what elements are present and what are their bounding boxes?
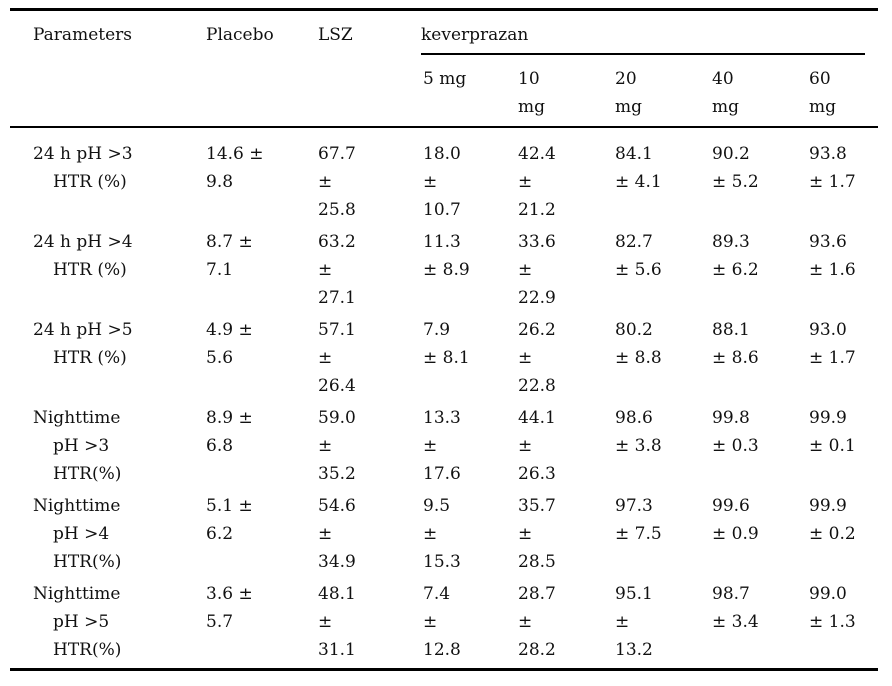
- data-cell-lsz: 59.0 ± 35.2: [318, 408, 356, 484]
- data-cell-40mg: 88.1 ± 8.6: [712, 320, 759, 368]
- param-cell: 24 h pH >5 HTR (%): [33, 320, 133, 368]
- col-header-dose-5mg: 5 mg: [423, 69, 467, 89]
- table-row: Nighttime pH >5 HTR(%) 3.6 ± 5.7 48.1 ± …: [10, 580, 878, 670]
- data-cell-10mg: 26.2 ± 22.8: [518, 320, 556, 396]
- data-cell-5mg: 13.3 ± 17.6: [423, 408, 461, 484]
- col-header-lsz: LSZ: [318, 25, 353, 45]
- data-cell-20mg: 95.1 ± 13.2: [615, 584, 653, 660]
- col-header-keverprazan-group: keverprazan: [413, 10, 878, 55]
- data-cell-lsz: 54.6 ± 34.9: [318, 496, 356, 572]
- table-row: Nighttime pH >4 HTR(%) 5.1 ± 6.2 54.6 ± …: [10, 492, 878, 580]
- data-cell-10mg: 33.6 ± 22.9: [518, 232, 556, 308]
- keverprazan-group-label: keverprazan: [421, 21, 866, 55]
- data-cell-20mg: 82.7 ± 5.6: [615, 232, 662, 280]
- col-header-parameters: Parameters: [33, 25, 132, 45]
- data-cell-60mg: 99.9 ± 0.2: [809, 496, 856, 544]
- data-cell-60mg: 93.0 ± 1.7: [809, 320, 856, 368]
- data-cell-10mg: 44.1 ± 26.3: [518, 408, 556, 484]
- param-cell: 24 h pH >3 HTR (%): [33, 144, 133, 192]
- data-cell-5mg: 9.5 ± 15.3: [423, 496, 461, 572]
- ph-htr-results-table: Parameters Placebo LSZ keverprazan 5 mg …: [10, 8, 879, 671]
- data-cell-40mg: 99.6 ± 0.9: [712, 496, 759, 544]
- data-cell-60mg: 93.6 ± 1.6: [809, 232, 856, 280]
- data-cell-placebo: 3.6 ± 5.7: [206, 584, 253, 632]
- param-cell: Nighttime pH >5 HTR(%): [33, 584, 122, 660]
- col-header-dose-20mg: 20 mg: [615, 69, 643, 117]
- table-row: 24 h pH >3 HTR (%) 14.6 ± 9.8 67.7 ± 25.…: [10, 127, 878, 228]
- data-cell-placebo: 8.7 ± 7.1: [206, 232, 253, 280]
- data-cell-5mg: 7.4 ± 12.8: [423, 584, 461, 660]
- col-header-dose-40mg: 40 mg: [712, 69, 740, 117]
- col-header-placebo: Placebo: [206, 25, 274, 45]
- data-cell-40mg: 98.7 ± 3.4: [712, 584, 759, 632]
- table-header: Parameters Placebo LSZ keverprazan 5 mg …: [10, 10, 879, 127]
- table-row: Nighttime pH >3 HTR(%) 8.9 ± 6.8 59.0 ± …: [10, 404, 878, 492]
- data-cell-placebo: 4.9 ± 5.6: [206, 320, 253, 368]
- data-cell-10mg: 35.7 ± 28.5: [518, 496, 556, 572]
- data-cell-60mg: 99.0 ± 1.3: [809, 584, 856, 632]
- data-cell-10mg: 28.7 ± 28.2: [518, 584, 556, 660]
- data-cell-lsz: 67.7 ± 25.8: [318, 144, 356, 220]
- param-cell: 24 h pH >4 HTR (%): [33, 232, 133, 280]
- data-cell-20mg: 80.2 ± 8.8: [615, 320, 662, 368]
- data-cell-placebo: 8.9 ± 6.8: [206, 408, 253, 456]
- data-cell-40mg: 90.2 ± 5.2: [712, 144, 759, 192]
- param-cell: Nighttime pH >4 HTR(%): [33, 496, 122, 572]
- data-cell-60mg: 93.8 ± 1.7: [809, 144, 856, 192]
- data-cell-20mg: 98.6 ± 3.8: [615, 408, 662, 456]
- table-row: 24 h pH >5 HTR (%) 4.9 ± 5.6 57.1 ± 26.4…: [10, 316, 878, 404]
- data-cell-lsz: 63.2 ± 27.1: [318, 232, 356, 308]
- table-body: 24 h pH >3 HTR (%) 14.6 ± 9.8 67.7 ± 25.…: [10, 127, 878, 670]
- data-cell-placebo: 14.6 ± 9.8: [206, 144, 264, 192]
- col-header-dose-60mg: 60 mg: [809, 69, 837, 117]
- col-header-dose-10mg: 10 mg: [518, 69, 546, 117]
- data-cell-40mg: 99.8 ± 0.3: [712, 408, 759, 456]
- data-cell-10mg: 42.4 ± 21.2: [518, 144, 556, 220]
- header-row-groups: Parameters Placebo LSZ keverprazan: [10, 10, 878, 55]
- data-cell-lsz: 48.1 ± 31.1: [318, 584, 356, 660]
- data-cell-lsz: 57.1 ± 26.4: [318, 320, 356, 396]
- data-cell-5mg: 11.3 ± 8.9: [423, 232, 470, 280]
- data-cell-5mg: 18.0 ± 10.7: [423, 144, 461, 220]
- table-row: 24 h pH >4 HTR (%) 8.7 ± 7.1 63.2 ± 27.1…: [10, 228, 878, 316]
- data-cell-5mg: 7.9 ± 8.1: [423, 320, 470, 368]
- data-cell-40mg: 89.3 ± 6.2: [712, 232, 759, 280]
- header-row-doses: 5 mg 10 mg 20 mg 40 mg 60 mg: [10, 55, 878, 127]
- data-cell-20mg: 84.1 ± 4.1: [615, 144, 662, 192]
- data-cell-placebo: 5.1 ± 6.2: [206, 496, 253, 544]
- param-cell: Nighttime pH >3 HTR(%): [33, 408, 122, 484]
- data-cell-60mg: 99.9 ± 0.1: [809, 408, 856, 456]
- data-cell-20mg: 97.3 ± 7.5: [615, 496, 662, 544]
